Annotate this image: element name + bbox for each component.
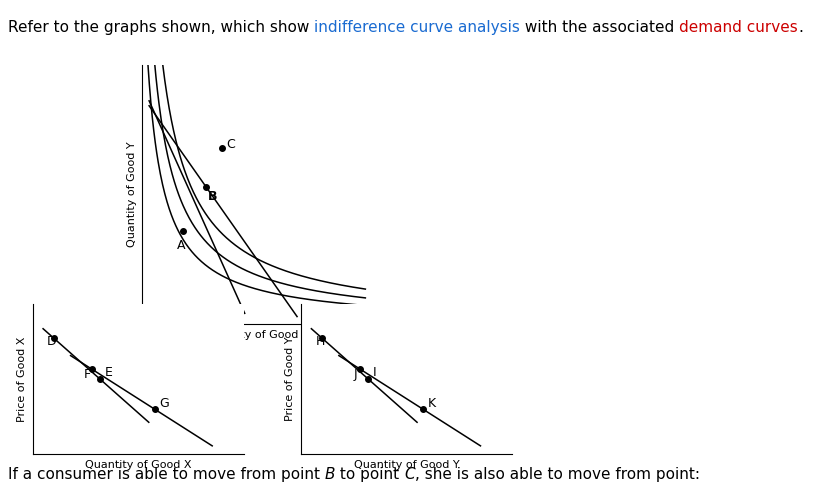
Text: demand curves: demand curves	[679, 20, 798, 35]
Text: to point: to point	[336, 467, 404, 482]
Text: with the associated: with the associated	[520, 20, 679, 35]
Text: E: E	[104, 366, 112, 379]
Text: G: G	[159, 397, 169, 410]
Text: D: D	[46, 335, 56, 348]
Text: I: I	[372, 366, 376, 379]
Text: F: F	[83, 368, 90, 381]
Text: A: A	[176, 239, 185, 252]
Text: If a consumer is able to move from point: If a consumer is able to move from point	[8, 467, 325, 482]
X-axis label: Quantity of Good X: Quantity of Good X	[85, 460, 191, 470]
Y-axis label: Quantity of Good Y: Quantity of Good Y	[127, 142, 137, 248]
Text: H: H	[315, 335, 325, 348]
Text: , she is also able to move from point:: , she is also able to move from point:	[415, 467, 700, 482]
Text: C: C	[404, 467, 415, 482]
Text: C: C	[227, 138, 235, 151]
X-axis label: Quantity of Good Y: Quantity of Good Y	[354, 460, 459, 470]
Y-axis label: Price of Good X: Price of Good X	[17, 336, 27, 422]
Text: K: K	[428, 397, 436, 410]
Text: Refer to the graphs shown, which show: Refer to the graphs shown, which show	[8, 20, 315, 35]
Text: B: B	[325, 467, 336, 482]
Text: .: .	[798, 20, 803, 35]
Y-axis label: Price of Good Y: Price of Good Y	[285, 337, 295, 422]
X-axis label: Quantity of Good X: Quantity of Good X	[203, 330, 309, 340]
Text: J: J	[354, 368, 357, 381]
Text: indifference curve analysis: indifference curve analysis	[315, 20, 520, 35]
Text: B: B	[208, 190, 218, 203]
